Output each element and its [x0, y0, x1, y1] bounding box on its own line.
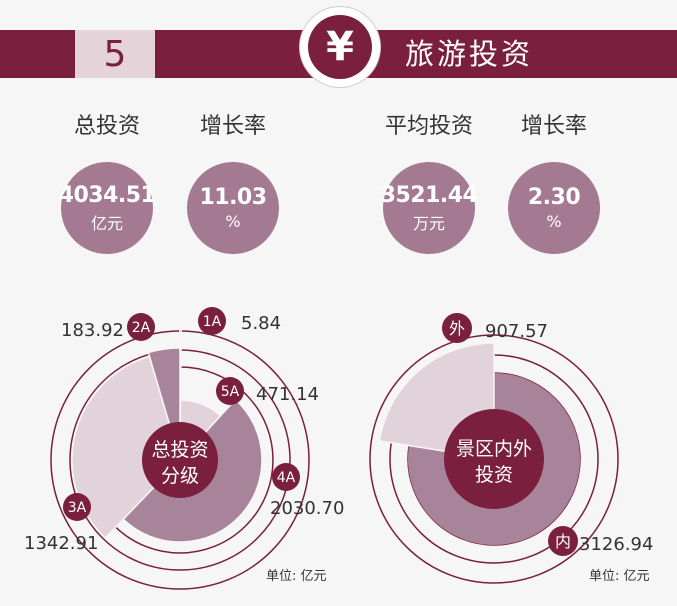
pie-title-line-1: 景区内外 — [456, 438, 532, 460]
location-badge-outer — [442, 313, 472, 343]
stat-label-total: 总投资 — [73, 114, 140, 139]
stat-circle-growth-total: 11.03 % — [187, 162, 279, 254]
location-badge-label-outer: 外 — [449, 319, 465, 338]
slice-value-1A: 5.84 — [241, 313, 281, 334]
stat-value-growth-average: 2.30 — [527, 185, 581, 210]
grade-badge-4A — [272, 463, 300, 491]
location-badge-label-inner: 内 — [555, 532, 571, 551]
yen-icon: ¥ — [300, 7, 380, 87]
grade-badge-label-2A: 2A — [132, 320, 151, 336]
pie-slice-3A — [71, 355, 181, 540]
grade-badge-label-1A: 1A — [203, 314, 222, 330]
pie-title-line-1: 总投资 — [151, 439, 208, 461]
location-badge-inner — [548, 526, 578, 556]
stat-label-growth-average: 增长率 — [520, 114, 587, 139]
grade-badge-1A — [198, 307, 226, 335]
stat-unit-average: 万元 — [412, 213, 445, 233]
yen-icon-glyph: ¥ — [308, 15, 372, 79]
stat-value-total: 4034.51 — [58, 182, 156, 208]
unit-note-right: 单位: 亿元 — [589, 569, 650, 584]
page-title: 旅游投资 — [405, 37, 534, 71]
stat-label-average: 平均投资 — [384, 114, 473, 139]
grade-badge-2A — [127, 313, 155, 341]
stat-unit-growth-average: % — [546, 212, 562, 231]
stat-circle-average: 3521.44 万元 — [380, 162, 478, 254]
stat-value-average: 3521.44 — [380, 182, 478, 208]
grade-badge-label-5A: 5A — [221, 384, 240, 400]
stat-circle-total: 4034.51 亿元 — [58, 162, 156, 254]
stat-circle-growth-average: 2.30 % — [508, 162, 600, 254]
slice-value-3A: 1342.91 — [24, 533, 98, 554]
grade-badge-label-4A: 4A — [277, 470, 296, 486]
pie-title-line-2: 投资 — [475, 464, 513, 486]
slice-value-4A: 2030.70 — [270, 498, 344, 519]
stat-unit-growth-total: % — [225, 212, 241, 231]
section-number: 5 — [75, 30, 155, 78]
stat-unit-total: 亿元 — [90, 213, 123, 233]
slice-value-2A: 183.92 — [61, 320, 124, 341]
guide-ring — [369, 334, 619, 584]
slice-value-outer: 907.57 — [485, 321, 548, 342]
stat-label-growth-total: 增长率 — [199, 114, 266, 139]
grade-badge-5A — [216, 377, 244, 405]
pie-center — [142, 422, 218, 498]
stat-value-growth-total: 11.03 — [199, 185, 267, 210]
slice-value-inner: 3126.94 — [579, 534, 653, 555]
pie-center — [444, 409, 544, 509]
pie-title-line-2: 分级 — [161, 465, 199, 487]
unit-note-left: 单位: 亿元 — [266, 569, 327, 584]
slice-value-5A: 471.14 — [256, 384, 319, 405]
grade-badge-3A — [63, 493, 91, 521]
grade-badge-label-3A: 3A — [68, 500, 87, 516]
